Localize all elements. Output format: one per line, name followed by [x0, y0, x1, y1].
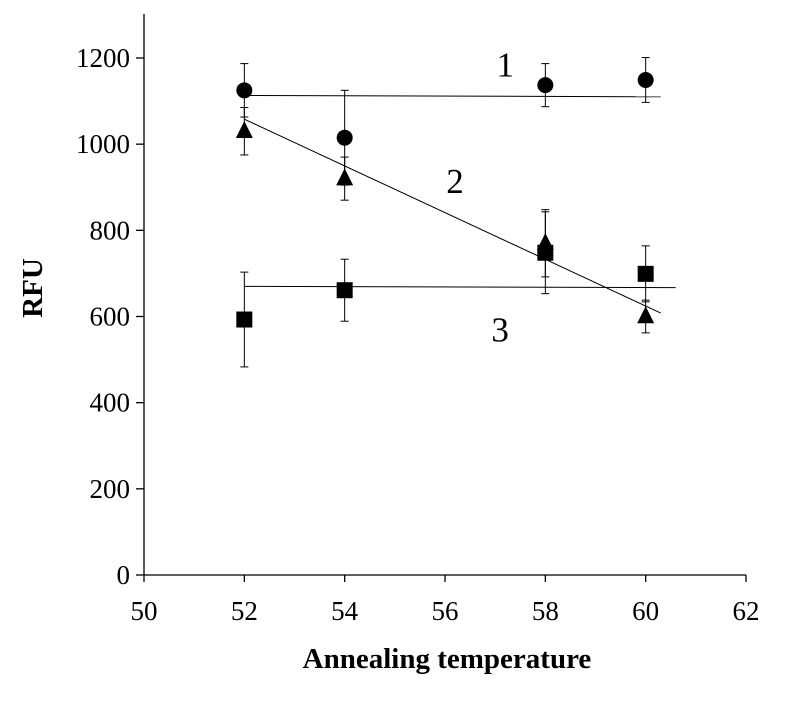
y-tick-label: 600 [90, 302, 131, 332]
y-tick-label: 1000 [76, 129, 130, 159]
y-axis-title: RFU [17, 258, 49, 318]
series-label: 2 [446, 162, 464, 201]
x-tick-label: 58 [532, 596, 559, 626]
data-point-triangle [637, 306, 655, 324]
x-tick-label: 60 [632, 596, 659, 626]
y-tick-label: 800 [90, 215, 131, 245]
y-tick-label: 400 [90, 388, 131, 418]
x-tick-label: 54 [331, 596, 359, 626]
series-label: 1 [496, 45, 514, 84]
trend-line-series-3 [244, 285, 676, 289]
data-point-square [236, 311, 253, 328]
data-point-square [336, 282, 353, 299]
data-point-circle [236, 82, 253, 99]
x-tick-label: 52 [231, 596, 258, 626]
x-tick-label: 56 [432, 596, 459, 626]
data-markers [235, 71, 655, 328]
axes: 0 200 400 600 800 1000 1200 50 52 54 56 58 60 62 [76, 14, 760, 626]
data-point-circle [336, 129, 353, 146]
data-point-triangle [336, 168, 354, 186]
series-label: 3 [491, 310, 509, 349]
series-annotations: 1 2 3 [446, 45, 514, 349]
data-point-circle [537, 77, 554, 94]
y-tick-label: 1200 [76, 43, 130, 73]
x-axis-title: Annealing temperature [303, 643, 592, 675]
data-point-circle [637, 71, 654, 88]
data-point-square [637, 265, 654, 282]
data-point-square [537, 244, 554, 261]
x-tick-label: 50 [131, 596, 158, 626]
y-tick-label: 0 [117, 560, 131, 590]
trend-line-series-2 [244, 118, 661, 314]
trend-line-series-1 [244, 94, 661, 98]
trend-lines [244, 94, 676, 314]
y-tick-label: 200 [90, 474, 131, 504]
x-tick-label: 62 [733, 596, 760, 626]
data-point-triangle [235, 121, 253, 139]
